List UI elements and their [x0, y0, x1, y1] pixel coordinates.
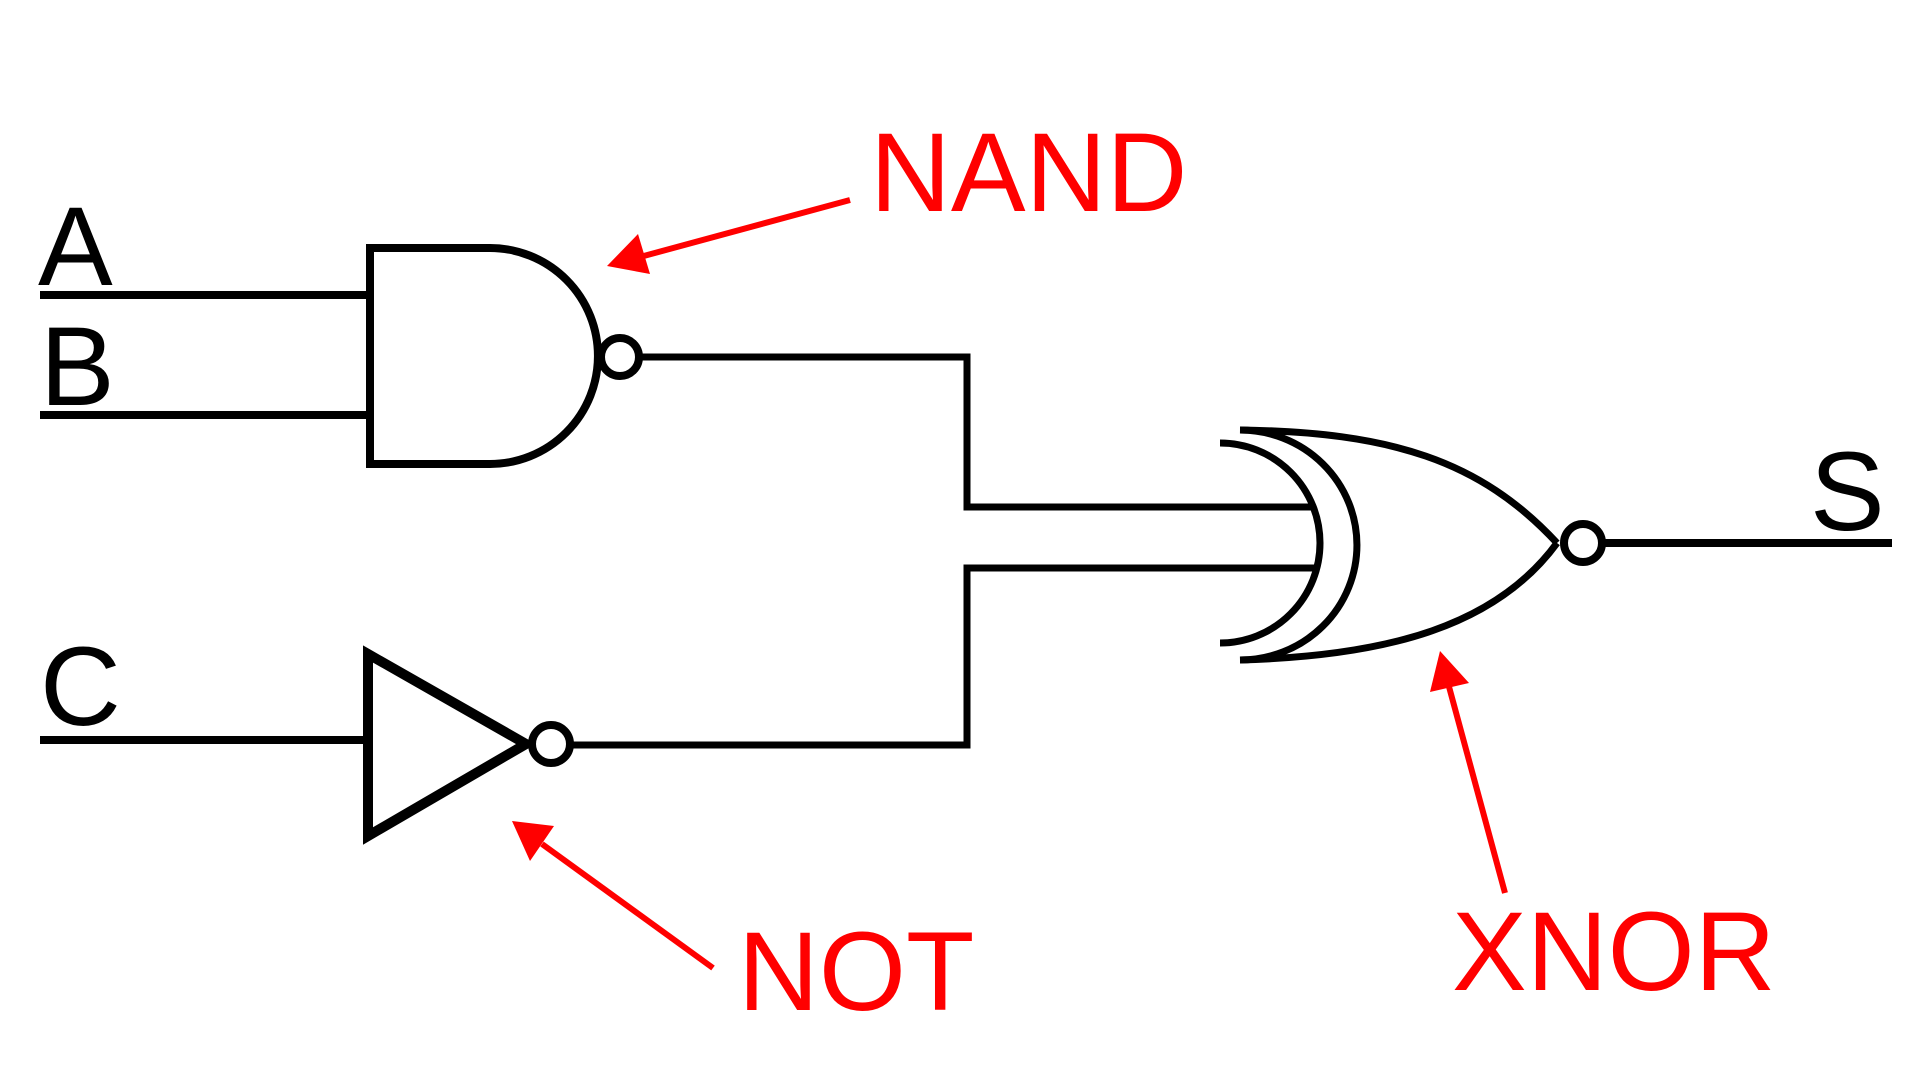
not-arrow-head — [512, 821, 554, 861]
nand-arrow-line — [639, 197, 851, 260]
xnor-arrow-head — [1430, 651, 1469, 692]
output-label-s: S — [1810, 429, 1885, 554]
not-arrow-line — [540, 841, 715, 971]
not-gate-triangle — [363, 645, 537, 845]
not-gate — [363, 645, 574, 845]
nand-arrow-head — [607, 234, 650, 274]
annotation-xnor: XNOR — [1430, 651, 1776, 1014]
input-label-b: B — [40, 304, 115, 429]
annotation-not: NOT — [512, 821, 974, 1034]
input-label-c: C — [40, 624, 121, 749]
nand-gate-curve — [489, 244, 602, 468]
xnor-output-bubble — [1560, 520, 1606, 566]
nand-gate — [366, 244, 643, 468]
input-label-a: A — [38, 184, 113, 309]
xnor-label: XNOR — [1452, 889, 1776, 1014]
xnor-arrow-line — [1445, 682, 1508, 894]
xnor-gate — [1219, 426, 1606, 664]
annotation-nand: NAND — [607, 110, 1187, 274]
xnor-body-bottom — [1239, 540, 1560, 664]
xnor-input-curve-outer — [1219, 439, 1324, 647]
wire-not-to-xnor — [571, 564, 1316, 749]
nand-label: NAND — [870, 110, 1187, 235]
xnor-input-curve-inner — [1239, 426, 1361, 664]
xnor-body-top — [1239, 426, 1560, 546]
nand-gate-body — [366, 244, 490, 468]
not-label: NOT — [738, 909, 974, 1034]
not-output-bubble — [528, 721, 574, 767]
wire-nand-to-xnor — [640, 353, 1312, 511]
nand-output-bubble — [597, 334, 643, 380]
